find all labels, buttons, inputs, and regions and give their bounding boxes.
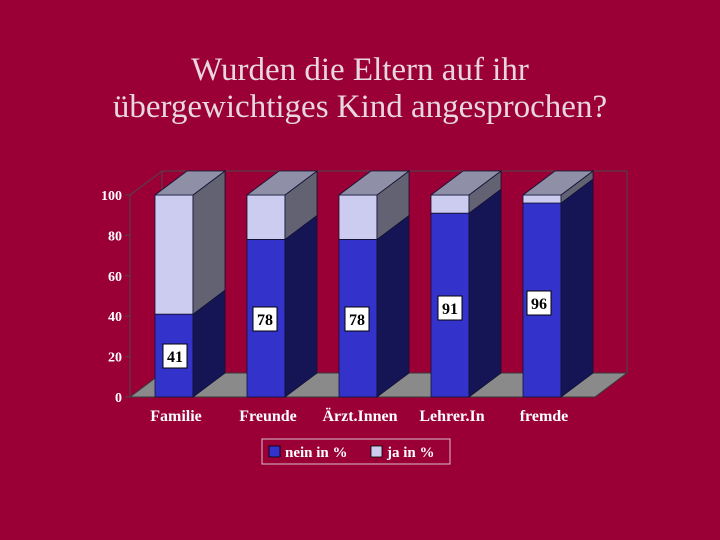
- legend-label-ja: ja in %: [386, 445, 435, 461]
- legend-label-nein: nein in %: [285, 445, 348, 461]
- y-tick-label: 100: [101, 189, 122, 204]
- legend-frame: [261, 438, 451, 465]
- data-label-box: [437, 295, 463, 321]
- bar-front-ja: [522, 194, 562, 204]
- category-label: Ärzt.Innen: [322, 407, 397, 425]
- x-axis-categories: Familie Freunde Ärzt.Innen Lehrer.In fremde: [150, 407, 568, 425]
- title-line-1: Wurden die Eltern auf ihr: [191, 52, 529, 88]
- bar-front-ja: [338, 194, 378, 240]
- bar-top: [429, 170, 503, 196]
- slide-title: Wurden die Eltern auf ihr übergewichtige…: [40, 52, 680, 126]
- bar-side-ja: [192, 170, 226, 315]
- category-label: fremde: [520, 408, 569, 425]
- data-label-box: [162, 343, 188, 369]
- bar-front-ja: [154, 194, 194, 315]
- bar-top: [245, 170, 319, 196]
- category-label: Freunde: [239, 408, 296, 425]
- category-label: Familie: [150, 408, 202, 425]
- bar-top: [337, 170, 411, 196]
- y-tick-label: 60: [108, 270, 122, 285]
- data-label: 96: [531, 296, 547, 313]
- data-label-box: [526, 290, 552, 316]
- category-label: Lehrer.In: [419, 408, 484, 425]
- bars-group: [153, 170, 595, 398]
- bar-side-nein: [560, 178, 594, 398]
- data-label-box: [344, 306, 370, 332]
- data-label-box: [252, 306, 278, 332]
- data-label: 91: [442, 301, 458, 318]
- data-label: 78: [257, 312, 273, 329]
- wall-top-left-edge: [129, 170, 163, 196]
- y-axis-ticks: 0 20 40 60 80 100: [101, 189, 130, 406]
- data-label: 78: [349, 312, 365, 329]
- y-tick-label: 20: [108, 351, 122, 366]
- legend-swatch-nein: [268, 445, 281, 458]
- data-labels: 41 78 78 91 96: [162, 290, 552, 369]
- bar-side-nein: [284, 214, 318, 398]
- legend: nein in % ja in %: [261, 438, 451, 465]
- y-tick-label: 40: [108, 310, 122, 325]
- y-tick-label: 80: [108, 229, 122, 244]
- bar-side-nein: [468, 188, 502, 398]
- data-label: 41: [167, 349, 183, 366]
- bar-front-ja: [246, 194, 286, 240]
- bar-side-nein: [376, 214, 410, 398]
- title-line-2: übergewichtiges Kind angesprochen?: [112, 89, 608, 125]
- y-tick-label: 0: [115, 391, 122, 406]
- bar-top: [521, 170, 595, 196]
- bar-front-ja: [430, 194, 470, 214]
- legend-swatch-ja: [370, 445, 383, 458]
- bar-top: [153, 170, 227, 196]
